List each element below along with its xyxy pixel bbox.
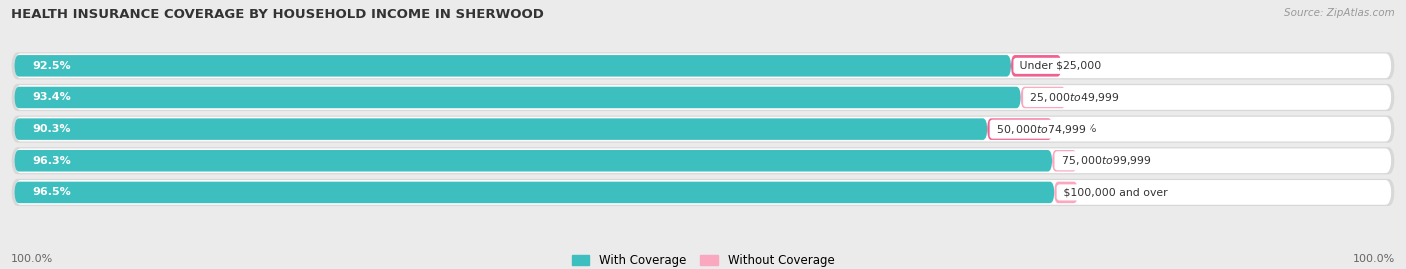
Legend: With Coverage, Without Coverage: With Coverage, Without Coverage: [567, 249, 839, 269]
Text: 6.7%: 6.7%: [1081, 93, 1111, 102]
Text: 92.5%: 92.5%: [32, 61, 72, 71]
Text: 90.3%: 90.3%: [32, 124, 72, 134]
Text: 3.5%: 3.5%: [1094, 187, 1122, 197]
FancyBboxPatch shape: [14, 87, 1021, 108]
Text: HEALTH INSURANCE COVERAGE BY HOUSEHOLD INCOME IN SHERWOOD: HEALTH INSURANCE COVERAGE BY HOUSEHOLD I…: [11, 8, 544, 21]
FancyBboxPatch shape: [14, 118, 987, 140]
FancyBboxPatch shape: [14, 117, 1392, 141]
FancyBboxPatch shape: [1052, 150, 1077, 172]
FancyBboxPatch shape: [14, 85, 1392, 110]
Text: Under $25,000: Under $25,000: [1017, 61, 1105, 71]
Text: 3.7%: 3.7%: [1092, 156, 1122, 166]
Text: $50,000 to $74,999: $50,000 to $74,999: [993, 123, 1087, 136]
FancyBboxPatch shape: [1011, 55, 1062, 77]
FancyBboxPatch shape: [1054, 182, 1078, 203]
FancyBboxPatch shape: [11, 52, 1395, 79]
FancyBboxPatch shape: [14, 182, 1054, 203]
FancyBboxPatch shape: [987, 118, 1052, 140]
FancyBboxPatch shape: [11, 147, 1395, 174]
Text: 100.0%: 100.0%: [11, 254, 53, 264]
FancyBboxPatch shape: [11, 84, 1395, 111]
Text: $100,000 and over: $100,000 and over: [1060, 187, 1171, 197]
Text: Source: ZipAtlas.com: Source: ZipAtlas.com: [1284, 8, 1395, 18]
Text: 96.5%: 96.5%: [32, 187, 72, 197]
Text: $25,000 to $49,999: $25,000 to $49,999: [1026, 91, 1121, 104]
FancyBboxPatch shape: [11, 179, 1395, 206]
FancyBboxPatch shape: [14, 180, 1392, 205]
FancyBboxPatch shape: [14, 150, 1052, 172]
Text: 93.4%: 93.4%: [32, 93, 72, 102]
Text: 7.5%: 7.5%: [1077, 61, 1107, 71]
FancyBboxPatch shape: [11, 115, 1395, 143]
Text: 9.7%: 9.7%: [1069, 124, 1097, 134]
FancyBboxPatch shape: [14, 148, 1392, 173]
Text: 100.0%: 100.0%: [1353, 254, 1395, 264]
FancyBboxPatch shape: [14, 55, 1011, 77]
FancyBboxPatch shape: [1021, 87, 1066, 108]
Text: $75,000 to $99,999: $75,000 to $99,999: [1057, 154, 1152, 167]
FancyBboxPatch shape: [14, 54, 1392, 78]
Text: 96.3%: 96.3%: [32, 156, 72, 166]
